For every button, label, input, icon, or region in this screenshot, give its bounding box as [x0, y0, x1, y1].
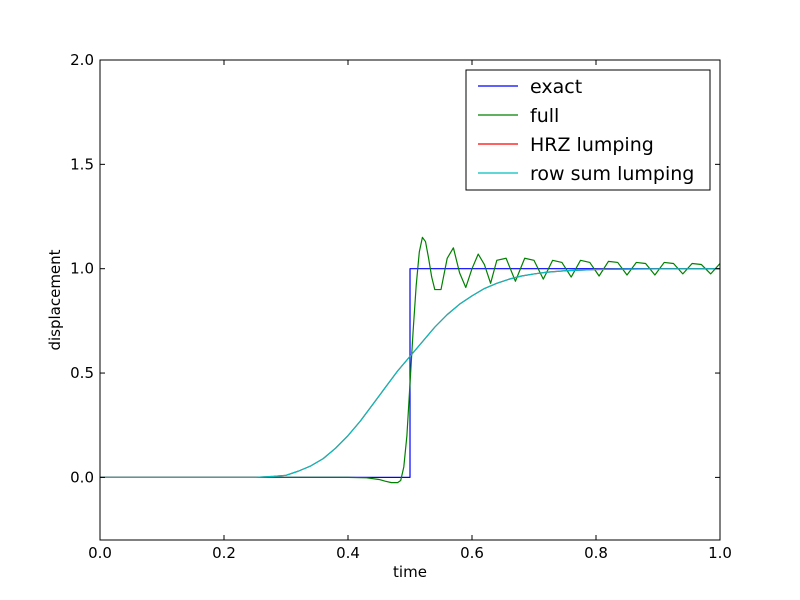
- legend: exact full HRZ lumping row sum lumping: [465, 69, 711, 191]
- series-layer: [100, 236, 720, 484]
- x-tick-label: 1.0: [708, 544, 732, 562]
- legend-label-exact: exact: [530, 76, 582, 98]
- legend-label-hrz-lumping: HRZ lumping: [530, 134, 654, 156]
- y-tick-label: 0.0: [70, 468, 94, 486]
- series-line-full: [100, 236, 720, 484]
- legend-box: [465, 69, 711, 191]
- series-line-row-sum-lumping: [100, 268, 720, 478]
- x-tick-label: 0.8: [584, 544, 608, 562]
- legend-label-row-sum-lumping: row sum lumping: [530, 163, 694, 185]
- plot-frame: [99, 59, 721, 541]
- x-tick-label: 0.6: [460, 544, 484, 562]
- y-axis: 0.0 0.5 1.0 1.5 2.0: [70, 51, 720, 486]
- x-axis: 0.0 0.2 0.4 0.6 0.8 1.0: [88, 60, 732, 562]
- x-tick-label: 0.0: [88, 544, 112, 562]
- y-tick-label: 1.0: [70, 260, 94, 278]
- x-axis-label: time: [393, 563, 427, 581]
- x-tick-label: 0.4: [336, 544, 360, 562]
- x-tick-label: 0.2: [212, 544, 236, 562]
- legend-label-full: full: [530, 105, 559, 127]
- y-axis-label: displacement: [46, 249, 64, 350]
- y-tick-label: 2.0: [70, 51, 94, 69]
- y-tick-label: 0.5: [70, 364, 94, 382]
- y-tick-label: 1.5: [70, 155, 94, 173]
